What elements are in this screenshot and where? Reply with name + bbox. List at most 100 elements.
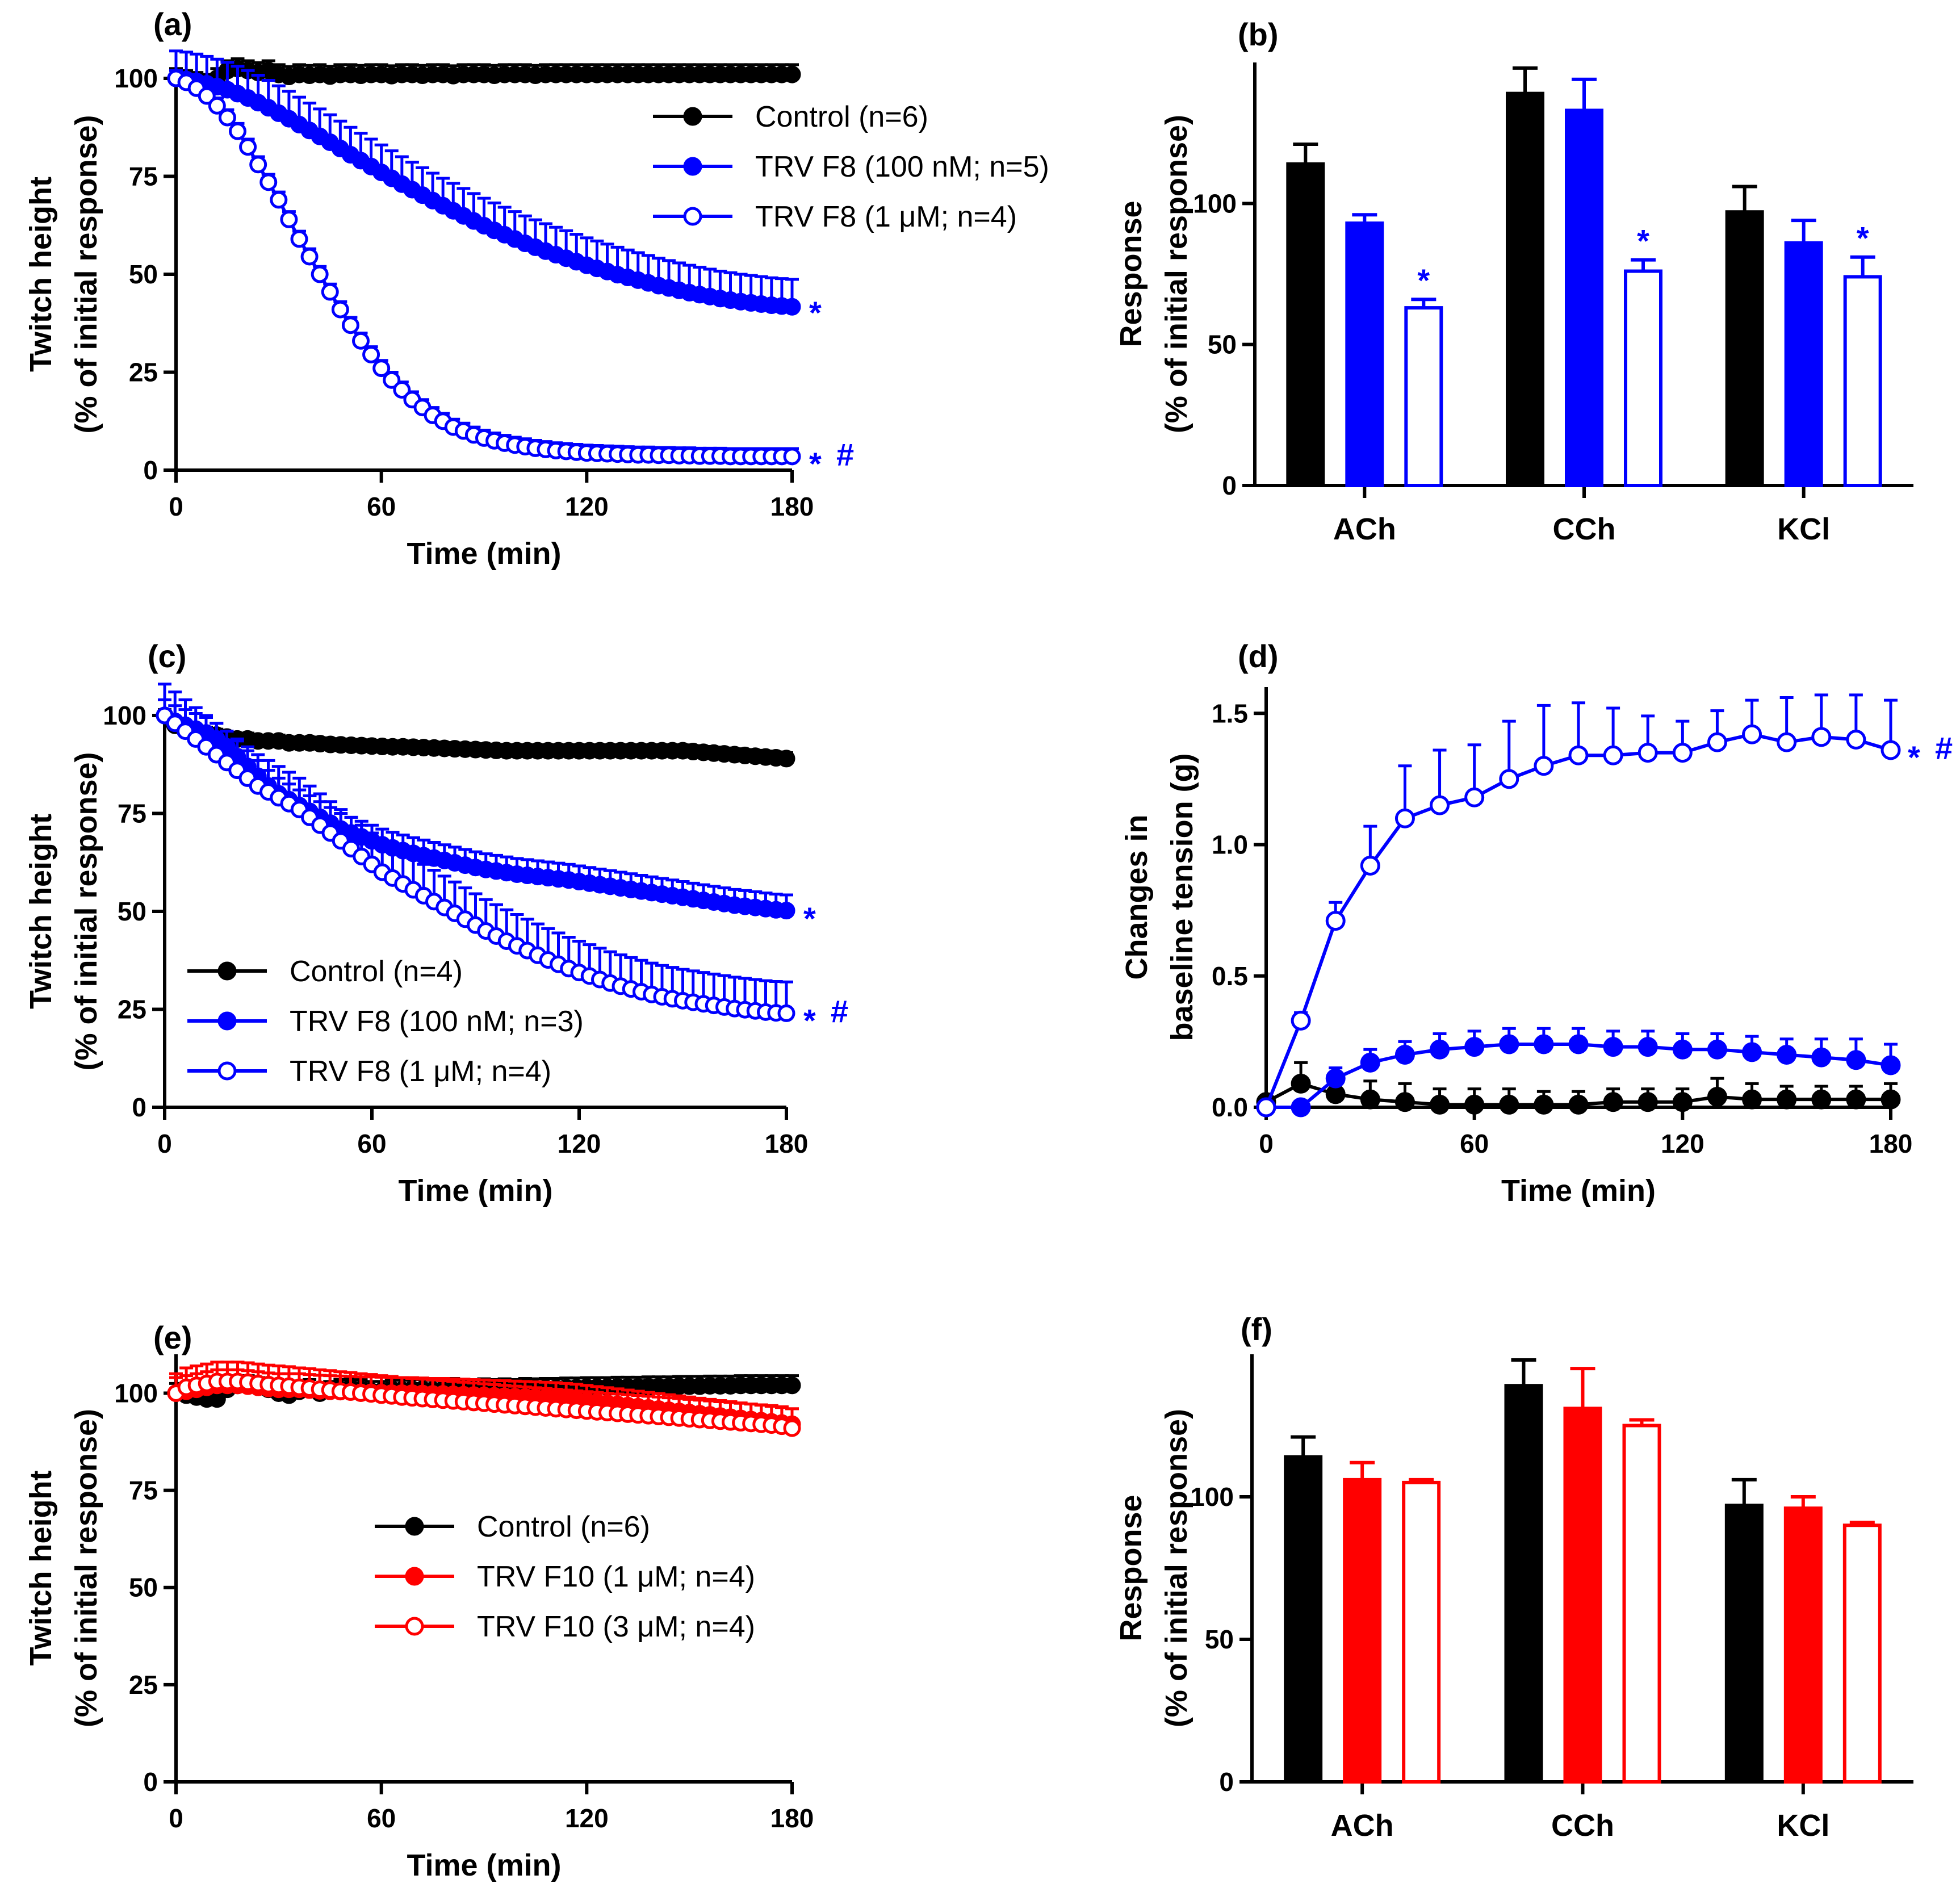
data-point [372,359,391,378]
bar [1404,306,1443,487]
x-tick-label: 120 [565,492,609,521]
data-point [783,65,801,83]
series-2 [156,683,795,1022]
data-point [1672,1039,1693,1060]
significance-marker: # [1935,730,1953,766]
series-2 [1256,693,1901,1117]
data-point [783,298,801,316]
data-point [1394,1045,1415,1065]
data-point [1360,1089,1380,1110]
y-axis-title-line: Response [1114,200,1148,347]
y-tick-label: 75 [129,1476,158,1505]
bar [1725,210,1764,487]
data-point [1360,1052,1380,1073]
y-tick-label: 75 [118,799,146,828]
data-point [352,332,370,350]
data-point [239,138,257,156]
data-point [362,345,380,363]
data-point [1881,1089,1901,1110]
data-point [1707,1087,1727,1107]
data-point [1881,1055,1901,1075]
data-point [783,1419,801,1437]
data-point [1534,756,1554,776]
x-tick-label: 0 [169,1803,183,1833]
significance-marker: * [1417,262,1430,298]
x-tick-label: 180 [765,1129,809,1158]
significance-marker: * [1908,739,1920,775]
y-tick-label: 100 [1193,189,1237,218]
bar [1506,91,1544,487]
x-tick-label: 120 [558,1129,601,1158]
data-point [280,210,298,228]
data-point [1464,787,1485,807]
data-point [1430,1094,1450,1115]
y-tick-label: 50 [1205,1625,1234,1654]
y-tick-label: 100 [114,64,158,93]
x-tick-label: 60 [357,1129,386,1158]
legend-marker [217,1011,237,1031]
bar [1284,1455,1323,1784]
y-tick-label: 0.0 [1212,1093,1248,1122]
x-axis-title: Time (min) [407,1848,561,1882]
significance-marker: * [1857,220,1869,256]
data-point [1256,1097,1276,1117]
data-point [393,381,411,399]
data-point [1742,724,1762,744]
category-label: ACh [1333,512,1396,546]
data-point [1464,1037,1485,1057]
data-point [1637,1037,1658,1057]
y-tick-label: 0 [132,1093,146,1122]
significance-marker: # [831,993,848,1029]
data-point [1568,745,1589,765]
series-0 [156,706,795,768]
data-point [1672,1092,1693,1112]
legend-marker [683,107,702,126]
panel-e: (e) 0 25 50 75 100 0 60 120 180 Time (min) Twitch h… [24,1320,814,1882]
y-tick-label: 50 [129,1573,158,1602]
data-point [1603,1092,1623,1112]
y-axis-title-line: Twitch height [24,177,58,372]
bar [1622,1424,1661,1784]
bar [1402,1480,1441,1784]
y-tick-label: 0 [1222,471,1237,500]
y-tick-label: 0 [1219,1767,1234,1797]
x-tick-label: 180 [770,492,814,521]
x-tick-label: 120 [565,1803,609,1833]
data-point [1534,1094,1554,1115]
x-tick-label: 60 [367,1803,396,1833]
significance-marker: * [1637,223,1649,259]
data-point [1430,795,1450,815]
y-tick-label: 1.5 [1212,698,1248,728]
data-point [218,108,236,127]
x-axis-title: Time (min) [1501,1174,1656,1208]
y-axis-title-line: (% of initial response) [69,115,103,433]
significance-marker: * [809,295,822,330]
legend-marker [217,1061,237,1081]
data-point [783,1376,801,1395]
bar [1343,1478,1382,1784]
x-axis-title: Time (min) [407,537,561,571]
bar [1724,1504,1764,1784]
x-axis-title: Time (min) [398,1174,552,1208]
panel-b: (b) 0 50 100 Response (% of initial response)… [1114,16,1913,546]
data-point [777,902,795,920]
data-point [1499,769,1519,789]
bar [1565,108,1603,487]
data-point [229,122,246,140]
data-point [1811,1089,1832,1110]
bar [1504,1384,1543,1784]
data-point [311,265,329,283]
panel-label: (e) [153,1320,192,1355]
panel-a: (a) 0 25 50 75 100 0 60 120 180 Time (min) Twitch h… [24,6,1049,571]
y-tick-label: 1.0 [1212,830,1248,860]
data-point [198,87,216,105]
data-point [300,248,319,266]
data-point [1846,1089,1866,1110]
data-point [1846,1050,1866,1070]
y-tick-label: 100 [103,701,146,730]
category-label: KCl [1777,512,1830,546]
legend-label: TRV F10 (1 μM; n=4) [477,1560,755,1593]
legend-marker [217,961,237,981]
data-point [341,316,359,334]
y-tick-label: 100 [1190,1482,1234,1512]
